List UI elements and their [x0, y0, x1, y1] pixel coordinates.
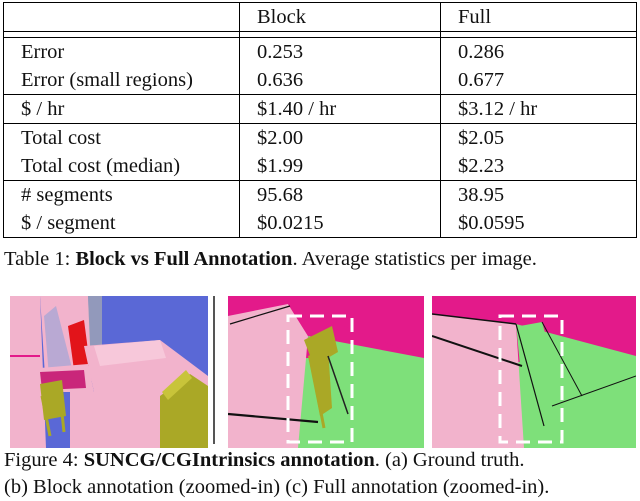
- table-header-row: Block Full: [3, 2, 637, 32]
- row-block-value: $1.99: [239, 152, 441, 181]
- figure-caption-line2: (b) Block annotation (zoomed-in) (c) Ful…: [4, 476, 550, 498]
- statistics-table: Block Full Error 0.253 0.286 Error (small reg…: [3, 2, 637, 238]
- table-caption: Table 1: Block vs Full Annotation. Avera…: [4, 248, 640, 271]
- table-caption-title: Block vs Full Annotation: [75, 248, 293, 270]
- figure-caption-title: SUNCG/CGIntrinsics annotation: [83, 449, 375, 471]
- figure-caption-line1: Figure 4: SUNCG/CGIntrinsics annotation.…: [4, 447, 640, 474]
- row-full-value: 0.286: [440, 37, 637, 66]
- row-block-value: 95.68: [239, 180, 441, 209]
- figure-caption-text: . (a) Ground truth.: [374, 449, 525, 471]
- row-block-value: 0.636: [239, 66, 441, 95]
- full-annotation-render: [432, 296, 636, 448]
- table-caption-text: . Average statistics per image.: [292, 248, 537, 270]
- table-row: Total cost (median) $1.99 $2.23: [3, 152, 637, 181]
- row-full-value: $3.12 / hr: [440, 94, 637, 124]
- ground-truth-image: [10, 296, 208, 448]
- row-full-value: $2.23: [440, 152, 637, 181]
- row-block-value: 0.253: [239, 37, 441, 66]
- row-full-value: 38.95: [440, 180, 637, 209]
- figure-images: [0, 296, 640, 448]
- row-block-value: $2.00: [239, 123, 441, 152]
- row-label: $ / segment: [3, 209, 240, 238]
- row-label: $ / hr: [3, 94, 240, 124]
- block-annotation-render: [228, 296, 424, 448]
- row-label: Total cost (median): [3, 152, 240, 181]
- ground-truth-render: [10, 296, 208, 448]
- row-label: Error: [3, 37, 240, 66]
- header-cell-label: [3, 2, 240, 32]
- table-caption-label: Table 1:: [4, 248, 71, 270]
- row-full-value: $0.0595: [440, 209, 637, 238]
- block-annotation-image: [228, 296, 424, 448]
- table-row: $ / segment $0.0215 $0.0595: [3, 209, 637, 238]
- row-label: # segments: [3, 180, 240, 209]
- table-row: Error 0.253 0.286: [3, 37, 637, 66]
- table-row: # segments 95.68 38.95: [3, 180, 637, 209]
- figure-caption-label: Figure 4:: [4, 449, 79, 471]
- row-block-value: $0.0215: [239, 209, 441, 238]
- row-full-value: 0.677: [440, 66, 637, 95]
- table-row: Error (small regions) 0.636 0.677: [3, 66, 637, 95]
- header-cell-full: Full: [440, 2, 637, 32]
- header-cell-block: Block: [239, 2, 441, 32]
- row-block-value: $1.40 / hr: [239, 94, 441, 124]
- table-row: $ / hr $1.40 / hr $3.12 / hr: [3, 94, 637, 124]
- row-full-value: $2.05: [440, 123, 637, 152]
- row-label: Total cost: [3, 123, 240, 152]
- full-annotation-image: [432, 296, 636, 448]
- row-label: Error (small regions): [3, 66, 240, 95]
- figure-divider: [213, 296, 215, 444]
- table-double-rule: [3, 31, 637, 38]
- table-row: Total cost $2.00 $2.05: [3, 123, 637, 152]
